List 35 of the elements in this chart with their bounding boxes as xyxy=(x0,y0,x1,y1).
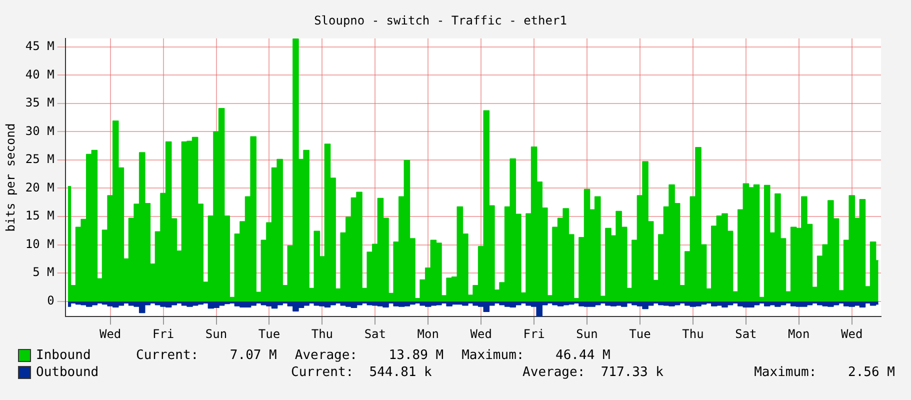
legend-label: Outbound xyxy=(36,365,100,380)
legend-label: Inbound xyxy=(36,348,92,363)
text: Average: 717.33 k xyxy=(522,365,664,380)
y-tick-label: 10 M xyxy=(25,236,54,251)
y-tick-label: 35 M xyxy=(25,96,54,110)
x-tick-label: Mon xyxy=(788,326,810,341)
y-tick-label: 40 M xyxy=(25,67,54,82)
y-tick-label: 5 M xyxy=(32,265,54,280)
x-tick-label: Wed xyxy=(841,326,863,341)
y-tick-label: 0 xyxy=(47,293,54,308)
x-tick-label: Wed xyxy=(99,326,122,341)
x-tick-label: Thu xyxy=(311,326,334,341)
y-tick-label: 25 M xyxy=(25,152,54,166)
x-tick-label: Mon xyxy=(417,326,439,341)
text: Maximum: 46.44 M xyxy=(462,348,610,363)
x-tick-label: Sun xyxy=(576,326,598,341)
text: Maximum: 2.56 M xyxy=(754,365,895,380)
x-tick-label: Tue xyxy=(258,326,280,341)
text: Average: 13.89 M xyxy=(294,348,444,363)
x-tick-label: Fri xyxy=(523,326,545,341)
y-tick-label: 15 M xyxy=(25,208,54,223)
y-tick-label: 20 M xyxy=(25,180,54,194)
x-tick-label: Sat xyxy=(364,326,386,341)
x-tick-label: Fri xyxy=(152,326,174,341)
y-axis-title: bits per second xyxy=(3,123,18,232)
y-tick-label: 30 M xyxy=(25,124,54,138)
y-tick-label: 45 M xyxy=(25,39,54,54)
x-tick-label: Sat xyxy=(735,326,757,341)
x-tick-label: Sun xyxy=(205,326,228,341)
text: Current: 544.81 k xyxy=(291,365,432,380)
x-tick-label: Tue xyxy=(629,326,651,341)
x-tick-label: Thu xyxy=(682,326,704,341)
text: Current: 7.07 M xyxy=(136,348,277,363)
x-tick-label: Wed xyxy=(470,326,492,341)
chart-title: Sloupno - switch - Traffic - ether1 xyxy=(314,13,567,28)
